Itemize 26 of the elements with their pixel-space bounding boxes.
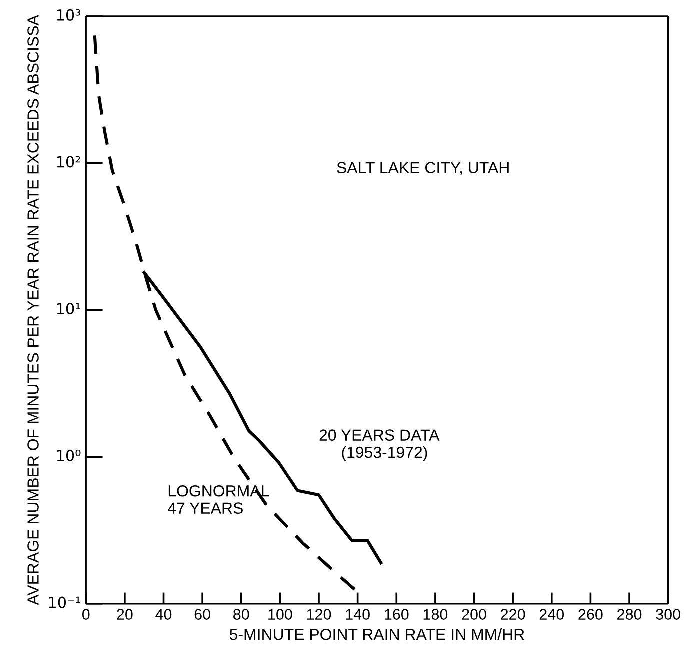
x-tick-label: 140 bbox=[346, 609, 370, 620]
x-tick-label: 0 bbox=[82, 609, 90, 620]
x-tick-label: 200 bbox=[462, 609, 486, 620]
x-tick-label: 300 bbox=[656, 609, 680, 620]
x-tick-label: 40 bbox=[156, 609, 172, 620]
x-tick-label: 120 bbox=[307, 609, 332, 620]
x-tick-label: 240 bbox=[540, 609, 564, 620]
x-axis-title: 5-MINUTE POINT RAIN RATE IN MM/HR bbox=[230, 628, 524, 640]
annotation: 20 YEARS DATA (1953-1972) bbox=[320, 430, 440, 462]
x-tick-label: 100 bbox=[268, 609, 292, 620]
annotation: SALT LAKE CITY, UTAH bbox=[337, 162, 509, 176]
y-tick-label: 10³ bbox=[57, 9, 80, 21]
annotation: LOGNORMAL 47 YEARS bbox=[168, 485, 270, 514]
x-tick-label: 160 bbox=[385, 609, 409, 620]
x-tick-label: 180 bbox=[424, 609, 448, 620]
y-tick-label: 10² bbox=[57, 156, 80, 168]
y-tick-label: 10⁰ bbox=[57, 450, 81, 462]
y-tick-label: 10⁻¹ bbox=[49, 596, 80, 608]
x-tick-label: 20 bbox=[117, 609, 133, 620]
x-tick-label: 60 bbox=[194, 609, 210, 620]
y-axis-title: AVERAGE NUMBER OF MINUTES PER YEAR RAIN RATE EXCEEDS ABSCISSA bbox=[28, 15, 39, 606]
y-tick-label: 10¹ bbox=[57, 303, 80, 315]
x-tick-label: 280 bbox=[618, 609, 642, 620]
x-tick-label: 260 bbox=[578, 609, 603, 620]
x-tick-label: 80 bbox=[234, 609, 250, 620]
x-tick-label: 220 bbox=[501, 609, 526, 620]
